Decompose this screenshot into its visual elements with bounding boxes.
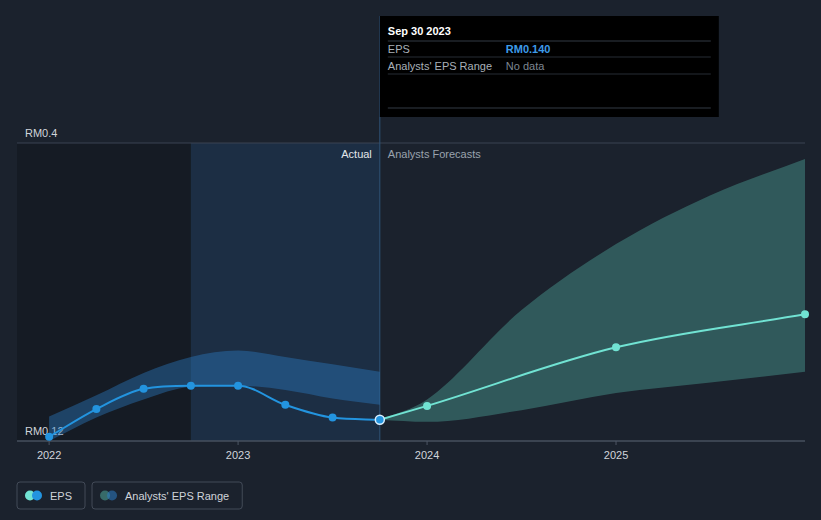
annotation: Actual bbox=[341, 148, 372, 160]
eps-point bbox=[140, 385, 148, 393]
legend: EPS Analysts' EPS Range bbox=[17, 482, 242, 509]
plot-area bbox=[49, 159, 805, 441]
annotation: Analysts Forecasts bbox=[388, 148, 481, 160]
x-tick-label: 2023 bbox=[226, 449, 250, 461]
eps-point bbox=[423, 402, 431, 410]
x-tick-label: 2024 bbox=[415, 449, 439, 461]
legend-label: EPS bbox=[50, 490, 72, 502]
eps-line bbox=[49, 386, 380, 437]
tooltip-value: No data bbox=[506, 60, 545, 72]
tooltip-rule bbox=[388, 57, 711, 58]
legend-swatch bbox=[107, 491, 117, 501]
eps-point bbox=[45, 433, 53, 441]
chart: RM0.12RM0.42022202320242025ActualAnalyst… bbox=[0, 0, 821, 520]
legend-box bbox=[17, 482, 85, 509]
tooltip-rule bbox=[388, 74, 711, 75]
tooltip: Sep 30 2023 EPS RM0.140 Analysts' EPS Range… bbox=[380, 16, 719, 117]
range-area bbox=[380, 159, 805, 422]
x-axis bbox=[17, 441, 805, 442]
legend-swatch bbox=[32, 491, 42, 501]
legend-item: EPS bbox=[17, 482, 85, 509]
eps-point bbox=[612, 343, 620, 351]
tooltip-rule bbox=[388, 41, 711, 42]
eps-point bbox=[281, 401, 289, 409]
x-tick bbox=[616, 441, 617, 445]
eps-point bbox=[375, 415, 384, 424]
eps-point bbox=[801, 310, 809, 318]
legend-label: Analysts' EPS Range bbox=[125, 490, 229, 502]
x-tick-label: 2022 bbox=[37, 449, 61, 461]
eps-point bbox=[92, 405, 100, 413]
range-area bbox=[49, 351, 380, 441]
legend-box bbox=[92, 482, 242, 509]
grid-line bbox=[17, 441, 805, 442]
x-tick bbox=[49, 441, 50, 445]
x-tick bbox=[427, 441, 428, 445]
x-tick-label: 2025 bbox=[604, 449, 628, 461]
tooltip-rule bbox=[388, 108, 711, 109]
eps-point bbox=[187, 382, 195, 390]
eps-point bbox=[329, 414, 337, 422]
eps-point bbox=[234, 382, 242, 390]
y-tick-label: RM0.4 bbox=[25, 127, 57, 139]
tooltip-box bbox=[380, 16, 719, 117]
legend-item: Analysts' EPS Range bbox=[92, 482, 242, 509]
markers bbox=[45, 310, 809, 440]
tooltip-label: Analysts' EPS Range bbox=[388, 60, 492, 72]
tooltip-title: Sep 30 2023 bbox=[388, 25, 451, 37]
tooltip-label: EPS bbox=[388, 43, 410, 55]
tooltip-value: RM0.140 bbox=[506, 43, 551, 55]
grid-line bbox=[17, 143, 805, 144]
x-tick bbox=[238, 441, 239, 445]
eps-line bbox=[380, 314, 805, 419]
